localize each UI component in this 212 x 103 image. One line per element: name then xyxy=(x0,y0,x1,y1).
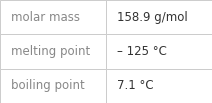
Text: molar mass: molar mass xyxy=(11,11,80,24)
Bar xyxy=(106,0,212,34)
Text: melting point: melting point xyxy=(11,45,90,58)
Text: – 125 °C: – 125 °C xyxy=(117,45,166,58)
Bar xyxy=(0,34,106,69)
Bar xyxy=(0,0,106,34)
Bar xyxy=(0,69,106,103)
Bar xyxy=(106,69,212,103)
Bar xyxy=(106,34,212,69)
Text: 158.9 g/mol: 158.9 g/mol xyxy=(117,11,187,24)
Text: 7.1 °C: 7.1 °C xyxy=(117,79,153,92)
Text: boiling point: boiling point xyxy=(11,79,84,92)
